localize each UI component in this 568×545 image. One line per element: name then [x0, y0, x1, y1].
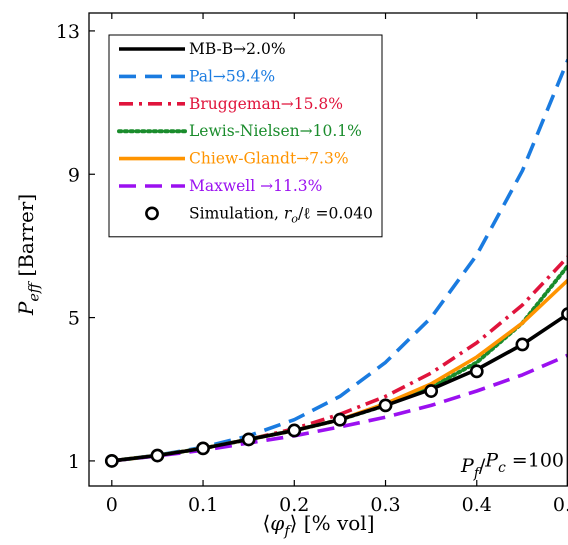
legend-label-simulation: Simulation, ro/ℓ =0.040 — [189, 204, 373, 225]
axes-frame — [88, 12, 568, 487]
legend-swatch-simulation — [145, 206, 159, 221]
legend-box — [108, 34, 383, 238]
x-tick-label: 0 — [106, 494, 118, 516]
ratio-annotation: Pf/Pc =100 — [460, 450, 564, 482]
x-axis-label: ⟨φf⟩ [% vol] — [262, 511, 374, 540]
simulation-marker — [287, 423, 302, 438]
x-tick-label: 0.3 — [370, 494, 400, 516]
x-tick-label: 0.1 — [188, 494, 218, 516]
simulation-marker — [515, 337, 530, 352]
legend-label-maxwell: Maxwell →11.3% — [189, 177, 322, 195]
x-tick-label: 0.5 — [553, 494, 568, 516]
simulation-marker — [378, 398, 393, 413]
y-tick-label: 9 — [68, 164, 80, 186]
y-tick-label: 1 — [68, 451, 80, 473]
x-tick-label: 0.4 — [462, 494, 492, 516]
simulation-marker — [241, 432, 256, 447]
legend-label-pal: Pal→59.4% — [189, 67, 275, 85]
y-tick-label: 13 — [56, 21, 80, 43]
simulation-marker — [150, 448, 165, 463]
legend-label-chiew-glandt: Chiew-Glandt→7.3% — [189, 150, 349, 168]
series-line-pal — [111, 58, 568, 463]
legend-label-mb-b: MB-B→2.0% — [189, 40, 286, 58]
y-tick-label: 5 — [68, 308, 80, 330]
x-tick-label: 0.2 — [279, 494, 309, 516]
simulation-marker — [561, 307, 568, 321]
legend: MB-B→2.0% Pal→59.4% Bruggeman→15.8% Lewis-N… — [108, 34, 383, 238]
legend-label-lewis-nielsen: Lewis-Nielsen→10.1% — [189, 122, 362, 140]
axis-ticks: 0 0.1 0.2 0.3 0.4 0.5 1 5 9 13 — [56, 13, 568, 516]
y-axis-label: Peff [Barrer] — [14, 194, 43, 316]
legend-label-bruggeman: Bruggeman→15.8% — [189, 95, 343, 113]
simulation-marker — [196, 441, 210, 456]
simulation-marker — [469, 364, 484, 379]
simulation-marker — [424, 384, 439, 398]
simulation-marker — [104, 454, 119, 468]
simulation-markers — [104, 307, 568, 468]
simulation-marker — [333, 412, 347, 427]
